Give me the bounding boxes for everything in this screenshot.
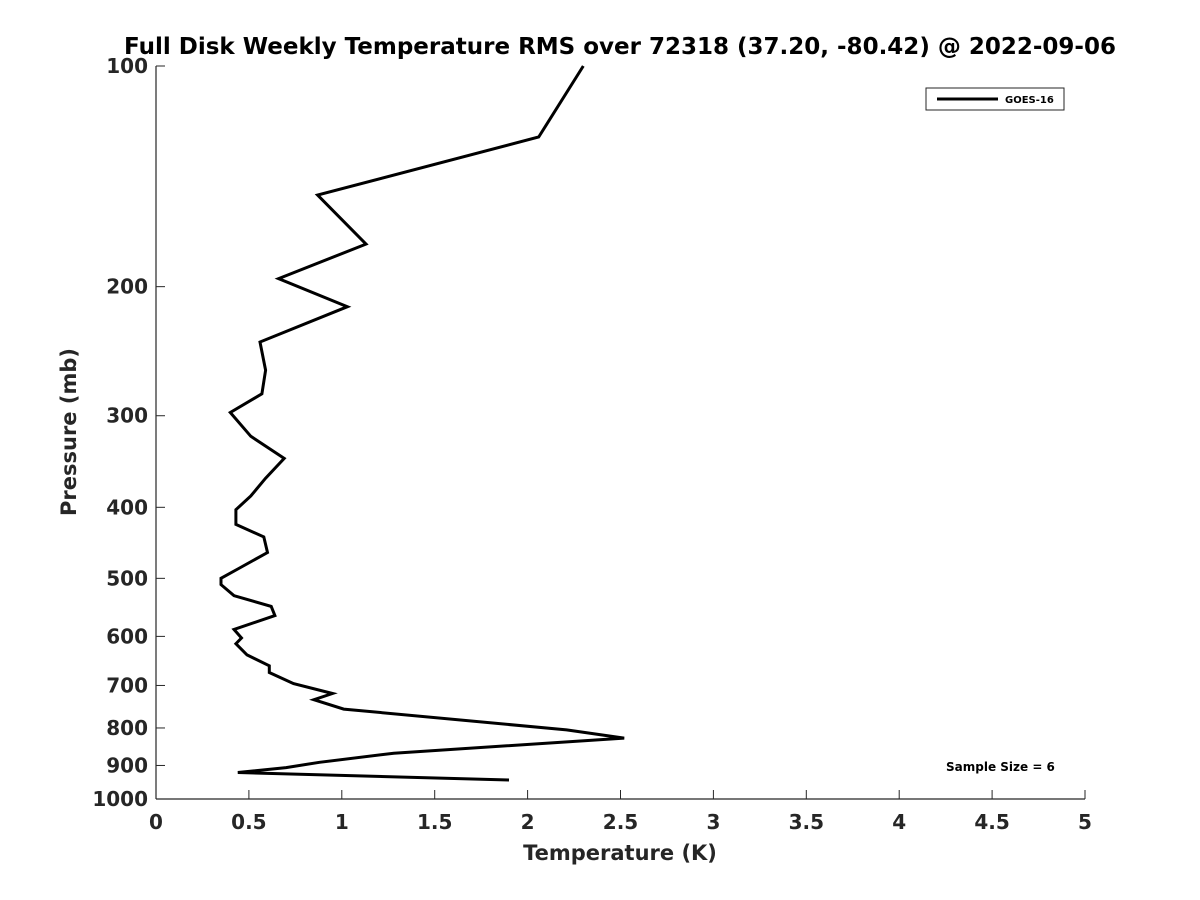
legend-label-goes-16: GOES-16 [1005,95,1054,106]
series-line-goes-16 [219,65,625,782]
x-tick-label: 3.5 [789,810,824,834]
y-tick-label: 300 [106,404,148,428]
y-tick-label: 100 [106,54,148,78]
x-tick-label: 0 [149,810,163,834]
y-tick-label: 600 [106,624,148,648]
x-tick-label: 2 [521,810,535,834]
x-tick-label: 1 [335,810,349,834]
y-tick-label: 1000 [92,787,148,811]
x-tick-label: 3 [706,810,720,834]
x-tick-label: 2.5 [603,810,638,834]
x-tick-label: 4 [892,810,906,834]
chart-title: Full Disk Weekly Temperature RMS over 72… [124,34,1116,60]
y-tick-label: 900 [106,753,148,777]
x-axis-label: Temperature (K) [523,841,717,865]
y-axis-label: Pressure (mb) [57,348,81,516]
x-tick-label: 4.5 [974,810,1009,834]
y-tick-label: 200 [106,275,148,299]
series-layer [219,65,625,782]
x-tick-label: 5 [1078,810,1092,834]
legend: GOES-16 [925,87,1065,111]
y-tick-label: 500 [106,566,148,590]
plot-area-border [156,66,1085,799]
sample-size-annotation: Sample Size = 6 [946,760,1055,774]
y-tick-label: 800 [106,716,148,740]
x-tick-label: 1.5 [417,810,452,834]
x-tick-label: 0.5 [231,810,266,834]
x-axis-ticks: 0 0.5 1 1.5 2 2.5 3 3.5 4 4.5 5 [149,790,1092,834]
y-tick-label: 700 [106,673,148,697]
y-tick-label: 400 [106,495,148,519]
y-axis-ticks: 100 200 300 400 500 600 700 800 900 1000 [92,54,165,811]
